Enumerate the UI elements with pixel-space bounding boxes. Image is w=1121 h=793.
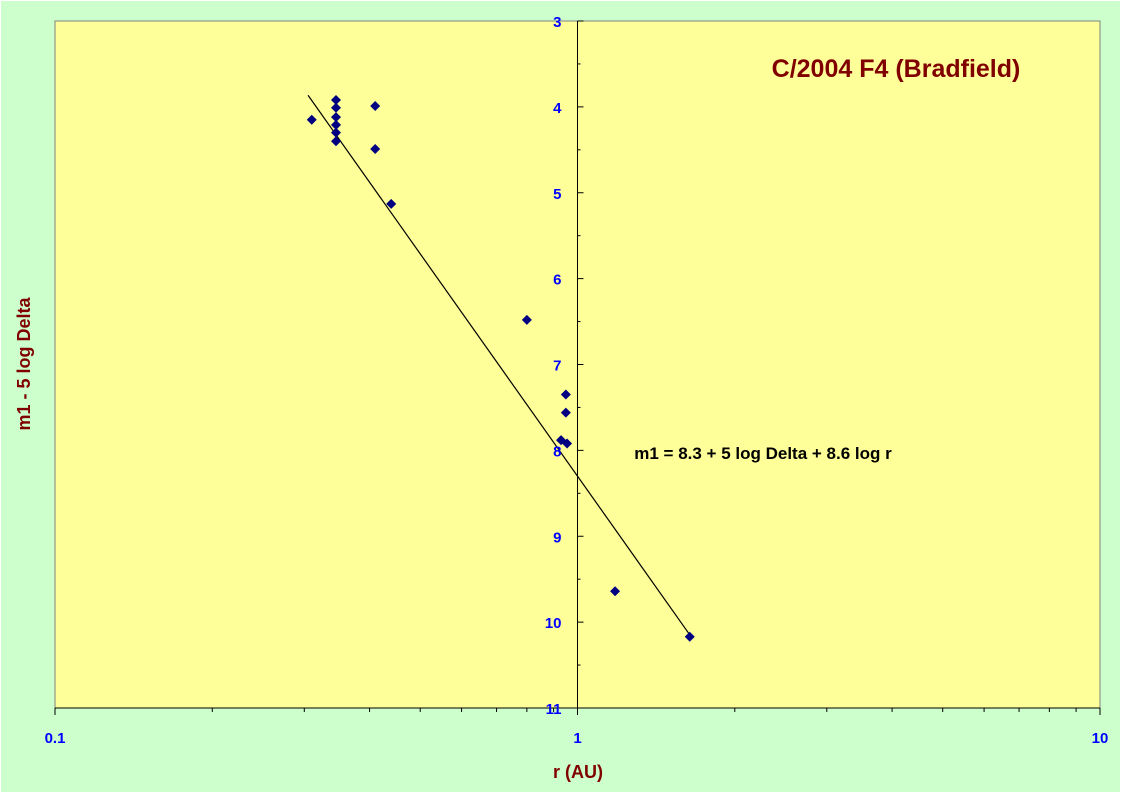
data-point [331,102,342,113]
axes [54,20,1101,715]
x-tick-label: 10 [1092,730,1109,747]
data-point [560,389,571,400]
data-point [684,631,695,642]
y-tick-label: 7 [553,358,561,375]
y-tick-label: 6 [553,272,561,289]
data-point [331,112,342,123]
data-point [560,407,571,418]
x-tick-label: 0.1 [45,730,66,747]
y-tick-label: 10 [545,615,562,632]
data-point [562,438,573,449]
y-axis-title: m1 - 5 log Delta [14,296,34,430]
data-point [306,114,317,125]
x-tick-label: 1 [573,730,581,747]
data-point [370,143,381,154]
data-point [331,95,342,106]
trend-line [307,94,691,636]
x-axis-title: r (AU) [553,762,603,782]
data-point [610,586,621,597]
data-point [331,136,342,147]
trend-line-group [307,94,691,636]
trend-equation-annotation: m1 = 8.3 + 5 log Delta + 8.6 log r [634,444,892,463]
data-points-group [306,95,695,642]
data-point [370,101,381,112]
tick-labels-group: 3 4 5 6 7 8 9 10 11 0.1 1 10 [45,14,1109,747]
data-point [331,119,342,130]
chart-title: C/2004 F4 (Bradfield) [772,55,1021,83]
y-tick-label: 3 [553,14,561,31]
data-point [386,198,397,209]
y-tick-label: 8 [553,443,561,460]
y-tick-label: 5 [553,186,561,203]
y-tick-label: 11 [546,701,562,718]
y-tick-label: 4 [553,100,562,117]
data-point [331,127,342,138]
data-point [521,314,532,325]
y-tick-label: 9 [553,529,561,546]
